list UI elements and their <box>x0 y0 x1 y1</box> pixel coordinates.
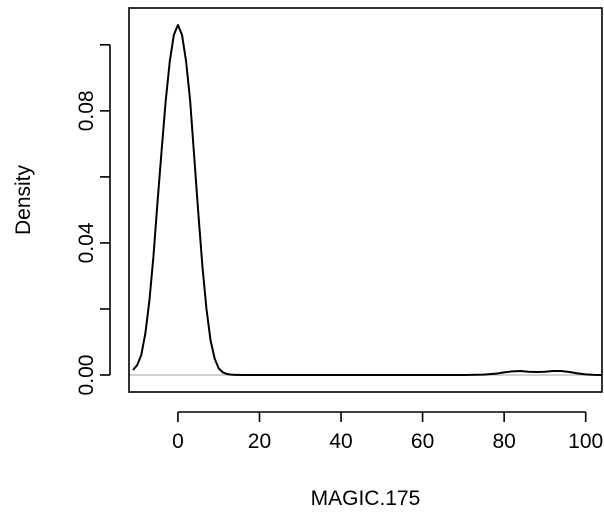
plot-frame <box>128 7 603 393</box>
y-tick-label: 0.08 <box>75 90 98 131</box>
y-tick-label: 0.00 <box>75 355 98 396</box>
x-tick-label: 60 <box>411 430 434 453</box>
x-tick-label: 100 <box>568 430 603 453</box>
x-tick-label: 80 <box>492 430 515 453</box>
y-axis-label: Density <box>12 164 35 235</box>
x-tick-label: 20 <box>248 430 271 453</box>
density-curve-0 <box>132 24 603 376</box>
y-tick-label: 0.04 <box>75 222 98 263</box>
x-tick-label: 0 <box>172 430 184 453</box>
x-axis-label: MAGIC.175 <box>311 487 421 510</box>
x-tick-label: 40 <box>329 430 352 453</box>
